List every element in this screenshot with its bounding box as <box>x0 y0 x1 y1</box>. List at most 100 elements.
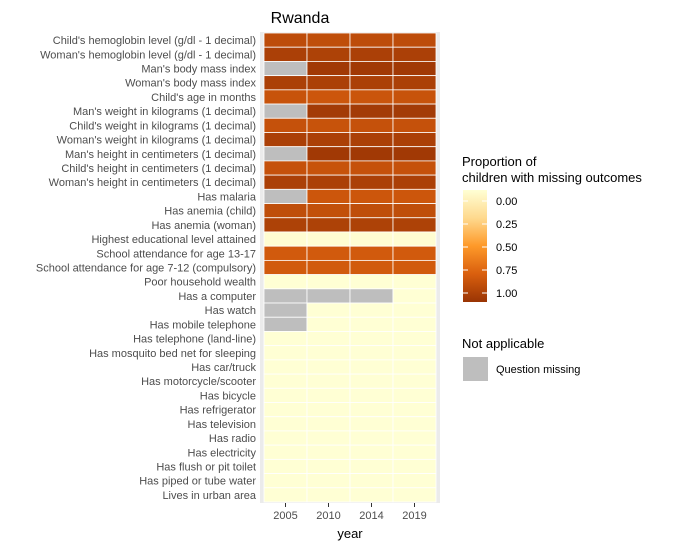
x-axis-title: year <box>337 526 363 541</box>
cell-man-s-body-mass-index-2010 <box>306 61 351 77</box>
cell-has-car-truck-2019 <box>392 359 437 375</box>
y-tick-has-motorcycle-scooter: Has motorcycle/scooter <box>141 376 256 388</box>
cell-has-anemia-child-2010 <box>306 203 351 219</box>
cell-has-a-computer-2010 <box>306 288 351 304</box>
cell-has-anemia-child-2005 <box>263 203 308 219</box>
y-tick-has-piped-or-tube-water: Has piped or tube water <box>139 476 256 488</box>
cell-man-s-height-in-centimeters-1-decimal-2014 <box>349 146 394 162</box>
cell-man-s-weight-in-kilograms-1-decimal-2019 <box>392 103 437 119</box>
cell-has-anemia-woman-2014 <box>349 217 394 233</box>
cell-school-attendance-for-age-7-12-compulsory-2019 <box>392 259 437 276</box>
y-tick-poor-household-wealth: Poor household wealth <box>144 277 256 289</box>
cell-lives-in-urban-area-2010 <box>306 487 351 503</box>
cell-woman-s-weight-in-kilograms-1-decimal-2005 <box>263 132 308 148</box>
cell-has-radio-2014 <box>349 430 394 446</box>
cell-has-electricity-2005 <box>263 444 308 460</box>
colorbar-gradient <box>463 190 487 302</box>
y-tick-labels: Child's hemoglobin level (g/dl - 1 decim… <box>36 35 257 502</box>
y-tick-has-mobile-telephone: Has mobile telephone <box>150 319 256 331</box>
cell-has-watch-2019 <box>392 302 437 318</box>
y-tick-has-malaria: Has malaria <box>197 191 257 203</box>
cell-child-s-height-in-centimeters-1-decimal-2014 <box>349 160 394 176</box>
cell-child-s-hemoglobin-level-g-dl-1-decimal-2019 <box>392 32 437 48</box>
cell-man-s-body-mass-index-2019 <box>392 61 437 77</box>
cell-child-s-height-in-centimeters-1-decimal-2019 <box>392 160 437 176</box>
cell-has-telephone-land-line-2010 <box>306 331 351 347</box>
cell-has-anemia-woman-2005 <box>263 217 308 233</box>
y-tick-woman-s-weight-in-kilograms-1-decimal: Woman's weight in kilograms (1 decimal) <box>57 135 256 147</box>
cell-has-motorcycle-scooter-2005 <box>263 373 308 389</box>
cell-has-a-computer-2014 <box>349 288 394 304</box>
cell-man-s-body-mass-index-2005 <box>263 61 308 77</box>
cell-man-s-height-in-centimeters-1-decimal-2005 <box>263 146 308 162</box>
cell-woman-s-hemoglobin-level-g-dl-1-decimal-2010 <box>306 46 351 62</box>
cell-woman-s-body-mass-index-2005 <box>263 75 308 91</box>
cell-has-telephone-land-line-2005 <box>263 331 308 347</box>
cell-man-s-height-in-centimeters-1-decimal-2019 <box>392 146 437 162</box>
cell-woman-s-weight-in-kilograms-1-decimal-2019 <box>392 132 437 148</box>
x-tick-2005: 2005 <box>273 510 297 522</box>
y-tick-has-mosquito-bed-net-for-sleeping: Has mosquito bed net for sleeping <box>89 348 256 360</box>
cell-school-attendance-for-age-7-12-compulsory-2010 <box>306 259 351 276</box>
y-tick-lives-in-urban-area: Lives in urban area <box>162 490 256 502</box>
cell-child-s-weight-in-kilograms-1-decimal-2010 <box>306 117 351 133</box>
y-tick-child-s-weight-in-kilograms-1-decimal: Child's weight in kilograms (1 decimal) <box>69 120 256 132</box>
y-tick-child-s-hemoglobin-level-g-dl-1-decimal: Child's hemoglobin level (g/dl - 1 decim… <box>53 35 256 47</box>
cell-poor-household-wealth-2014 <box>349 274 394 290</box>
cell-poor-household-wealth-2005 <box>263 274 308 290</box>
cell-has-car-truck-2010 <box>306 359 351 375</box>
y-tick-school-attendance-for-age-7-12-compulsory: School attendance for age 7-12 (compulso… <box>36 263 256 275</box>
y-tick-has-anemia-child: Has anemia (child) <box>164 206 256 218</box>
cell-has-refrigerator-2019 <box>392 402 437 418</box>
y-tick-has-anemia-woman: Has anemia (woman) <box>151 220 256 232</box>
na-legend-label: Question missing <box>496 364 580 376</box>
cell-has-malaria-2019 <box>392 188 437 204</box>
na-legend-swatch <box>463 357 488 381</box>
cell-has-malaria-2014 <box>349 188 394 204</box>
cell-has-motorcycle-scooter-2010 <box>306 373 351 389</box>
cell-has-radio-2010 <box>306 430 351 446</box>
cell-has-anemia-child-2014 <box>349 203 394 219</box>
cell-child-s-hemoglobin-level-g-dl-1-decimal-2014 <box>349 32 394 48</box>
cell-has-mobile-telephone-2014 <box>349 316 394 332</box>
cell-school-attendance-for-age-13-17-2005 <box>263 245 308 261</box>
x-tick-2014: 2014 <box>359 510 383 522</box>
y-tick-has-radio: Has radio <box>209 433 256 445</box>
cell-has-mobile-telephone-2010 <box>306 316 351 332</box>
cell-has-bicycle-2014 <box>349 387 394 403</box>
cell-man-s-body-mass-index-2014 <box>349 61 394 77</box>
y-tick-child-s-height-in-centimeters-1-decimal: Child's height in centimeters (1 decimal… <box>61 163 256 175</box>
cell-man-s-weight-in-kilograms-1-decimal-2014 <box>349 103 394 119</box>
legend-break-1.00: 1.00 <box>496 288 517 300</box>
cell-has-anemia-woman-2010 <box>306 217 351 233</box>
cell-has-motorcycle-scooter-2014 <box>349 373 394 389</box>
cell-has-refrigerator-2010 <box>306 402 351 418</box>
cell-has-a-computer-2005 <box>263 288 308 304</box>
cell-school-attendance-for-age-7-12-compulsory-2014 <box>349 259 394 276</box>
y-tick-has-bicycle: Has bicycle <box>200 390 256 402</box>
cell-has-bicycle-2010 <box>306 387 351 403</box>
cell-has-electricity-2010 <box>306 444 351 460</box>
cell-has-refrigerator-2014 <box>349 402 394 418</box>
cell-has-television-2019 <box>392 416 437 432</box>
heatmap-cells <box>263 32 437 503</box>
cell-woman-s-hemoglobin-level-g-dl-1-decimal-2019 <box>392 46 437 62</box>
legend-break-0.75: 0.75 <box>496 265 517 277</box>
y-tick-man-s-body-mass-index: Man's body mass index <box>141 64 256 76</box>
y-tick-child-s-age-in-months: Child's age in months <box>151 92 256 104</box>
cell-child-s-weight-in-kilograms-1-decimal-2019 <box>392 117 437 133</box>
cell-child-s-height-in-centimeters-1-decimal-2005 <box>263 160 308 176</box>
cell-has-mobile-telephone-2019 <box>392 316 437 332</box>
cell-has-radio-2019 <box>392 430 437 446</box>
na-legend-title: Not applicable <box>462 336 544 351</box>
cell-has-motorcycle-scooter-2019 <box>392 373 437 389</box>
cell-child-s-hemoglobin-level-g-dl-1-decimal-2010 <box>306 32 351 48</box>
cell-has-mosquito-bed-net-for-sleeping-2010 <box>306 345 351 361</box>
cell-school-attendance-for-age-7-12-compulsory-2005 <box>263 259 308 276</box>
cell-woman-s-height-in-centimeters-1-decimal-2005 <box>263 174 308 190</box>
cell-highest-educational-level-attained-2010 <box>306 231 351 247</box>
cell-child-s-weight-in-kilograms-1-decimal-2005 <box>263 117 308 133</box>
x-tick-2010: 2010 <box>316 510 340 522</box>
chart-title: Rwanda <box>271 10 330 27</box>
y-tick-has-a-computer: Has a computer <box>178 291 256 303</box>
